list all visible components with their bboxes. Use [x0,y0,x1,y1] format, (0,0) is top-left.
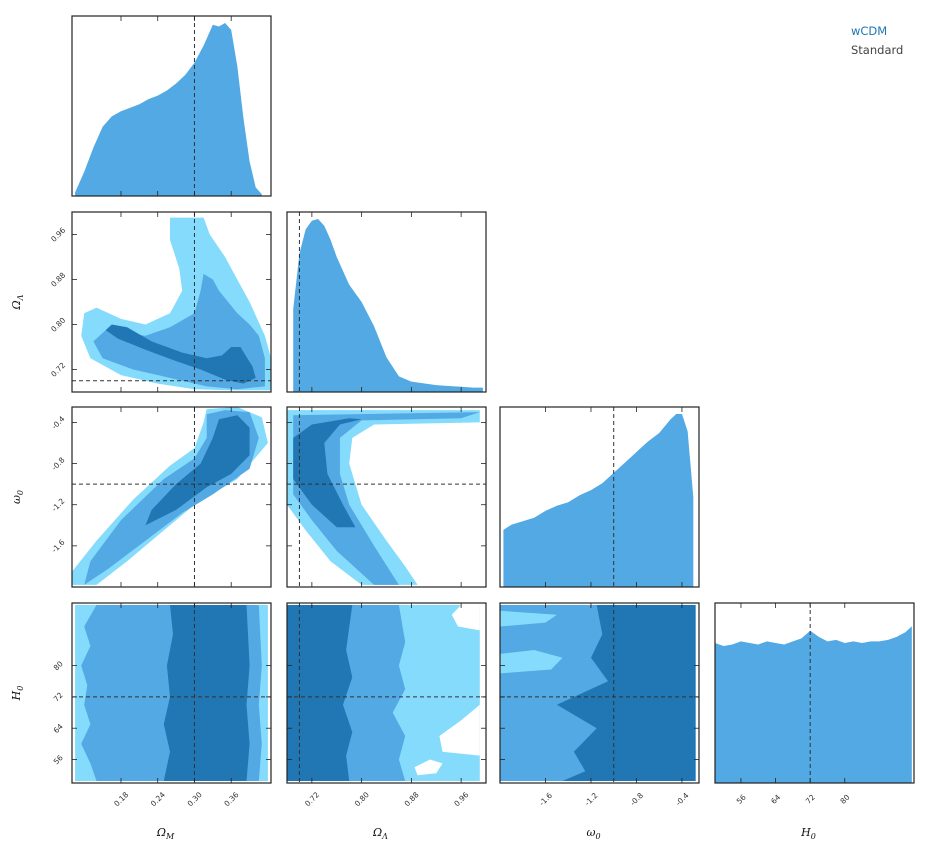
joint-w0-h0: -1.6 -1.2 -0.8 -0.4 [499,602,700,808]
x-tick-label: -1.2 [583,791,600,808]
contour-inner [556,605,696,781]
joint-om-ol: 0.72 0.80 0.88 0.96 [49,211,272,393]
y-tick-label: -1.2 [50,496,67,513]
x-tick-label: 64 [769,793,782,806]
panel-frame [286,602,487,784]
x-tick-label: -0.8 [628,791,645,808]
y-tick-label: 56 [52,753,65,766]
y-tick-label: -1.6 [50,538,67,555]
panel-frame [71,211,272,393]
x-tick-label: 0.72 [303,790,321,808]
y-tick-label: 64 [52,722,65,735]
panel-frame [499,602,700,784]
marginal-h0: 56 64 72 80 [714,602,915,806]
x-tick-label: 0.88 [403,790,421,808]
y-tick-label: 72 [52,690,65,703]
joint-ol-h0: 0.72 0.80 0.88 0.96 [286,602,487,808]
x-tick-label: 0.18 [112,790,130,808]
joint-om-w0: -1.6 -1.2 -0.8 -0.4 [50,406,272,588]
legend-entry-standard: Standard [851,43,903,57]
marginal-density [715,626,912,783]
panel-frame [71,15,272,197]
x-axis-label-h0: H0 [800,826,816,841]
y-tick-label: -0.8 [50,455,67,472]
x-axis-label-om: ΩM [156,826,175,841]
contour-inner [287,605,353,781]
contour-empty [439,704,480,756]
panel-frame [286,211,487,393]
x-tick-label: 0.96 [452,790,470,808]
x-tick-label: 72 [804,793,817,806]
x-tick-label: 0.30 [186,790,204,808]
y-tick-label: 0.80 [49,315,67,333]
marginal-om [71,15,272,197]
contour-light [500,610,557,627]
x-tick-label: 56 [735,793,748,806]
contour-inner [163,605,250,781]
marginal-density [75,23,262,196]
x-axis-label-w0: ω0 [586,826,600,841]
contour-inner [105,324,256,384]
y-tick-label: -0.4 [50,414,67,431]
legend-entry-wcdm: wCDM [851,24,887,38]
x-tick-label: -0.4 [674,791,691,808]
marginal-density [503,414,694,587]
marginal-ol [286,211,487,393]
x-tick-label: 0.24 [149,790,167,808]
contour-inner [145,415,250,526]
x-tick-label: 0.36 [222,790,240,808]
panel-frame [71,602,272,784]
corner-panels: 56 64 72 80 0.72 0.80 0.88 0.96 -1.6 -1.2 -0.8 -0.4… [10,15,915,841]
panel-frame [499,406,700,588]
marginal-w0 [499,406,700,588]
panel-frame [71,406,272,588]
x-tick-label: -1.6 [537,791,554,808]
x-tick-label: 0.80 [353,790,371,808]
joint-om-h0: 0.18 0.24 0.30 0.36 56 64 72 80 [52,602,272,808]
contour-light [500,650,563,674]
y-axis-label-w0: ω0 [10,490,25,504]
contour-empty [451,605,480,631]
contour-inner [293,418,362,528]
joint-ol-w0 [286,406,487,588]
marginal-density [293,219,483,392]
x-axis-label-ol: ΩΛ [372,826,388,841]
y-axis-label-ol: ΩΛ [10,294,25,310]
y-tick-label: 0.88 [49,270,67,288]
contour-mid [293,412,480,585]
legend: wCDM Standard [851,24,903,57]
y-tick-label: 80 [52,659,65,672]
contour-empty [414,759,443,776]
y-tick-label: 0.96 [49,225,67,243]
y-axis-label-h0: H0 [10,686,25,702]
panel-frame [286,406,487,588]
y-tick-label: 0.72 [49,360,67,378]
panel-frame [714,602,915,784]
x-tick-label: 80 [838,793,851,806]
